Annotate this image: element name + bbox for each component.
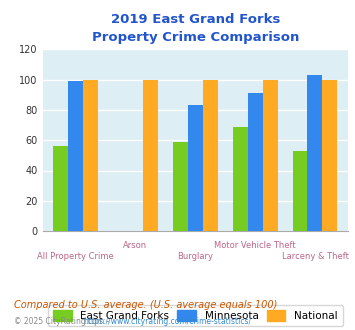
Bar [53, 146, 68, 231]
Bar [143, 80, 158, 231]
Bar [203, 80, 218, 231]
Bar [307, 75, 322, 231]
Legend: East Grand Forks, Minnesota, National: East Grand Forks, Minnesota, National [48, 305, 343, 326]
Text: Compared to U.S. average. (U.S. average equals 100): Compared to U.S. average. (U.S. average … [14, 300, 278, 310]
Bar [233, 127, 248, 231]
Bar [68, 81, 83, 231]
Bar [263, 80, 278, 231]
Text: Motor Vehicle Theft: Motor Vehicle Theft [214, 241, 296, 250]
Bar [322, 80, 337, 231]
Text: Arson: Arson [123, 241, 147, 250]
Bar [248, 93, 263, 231]
Text: © 2025 CityRating.com -: © 2025 CityRating.com - [14, 317, 112, 326]
Bar [293, 151, 307, 231]
Title: 2019 East Grand Forks
Property Crime Comparison: 2019 East Grand Forks Property Crime Com… [92, 13, 299, 44]
Bar [188, 106, 203, 231]
Text: Burglary: Burglary [177, 252, 213, 261]
Text: All Property Crime: All Property Crime [37, 252, 114, 261]
Text: https://www.cityrating.com/crime-statistics/: https://www.cityrating.com/crime-statist… [83, 317, 252, 326]
Bar [83, 80, 98, 231]
Text: Larceny & Theft: Larceny & Theft [282, 252, 348, 261]
Bar [173, 142, 188, 231]
